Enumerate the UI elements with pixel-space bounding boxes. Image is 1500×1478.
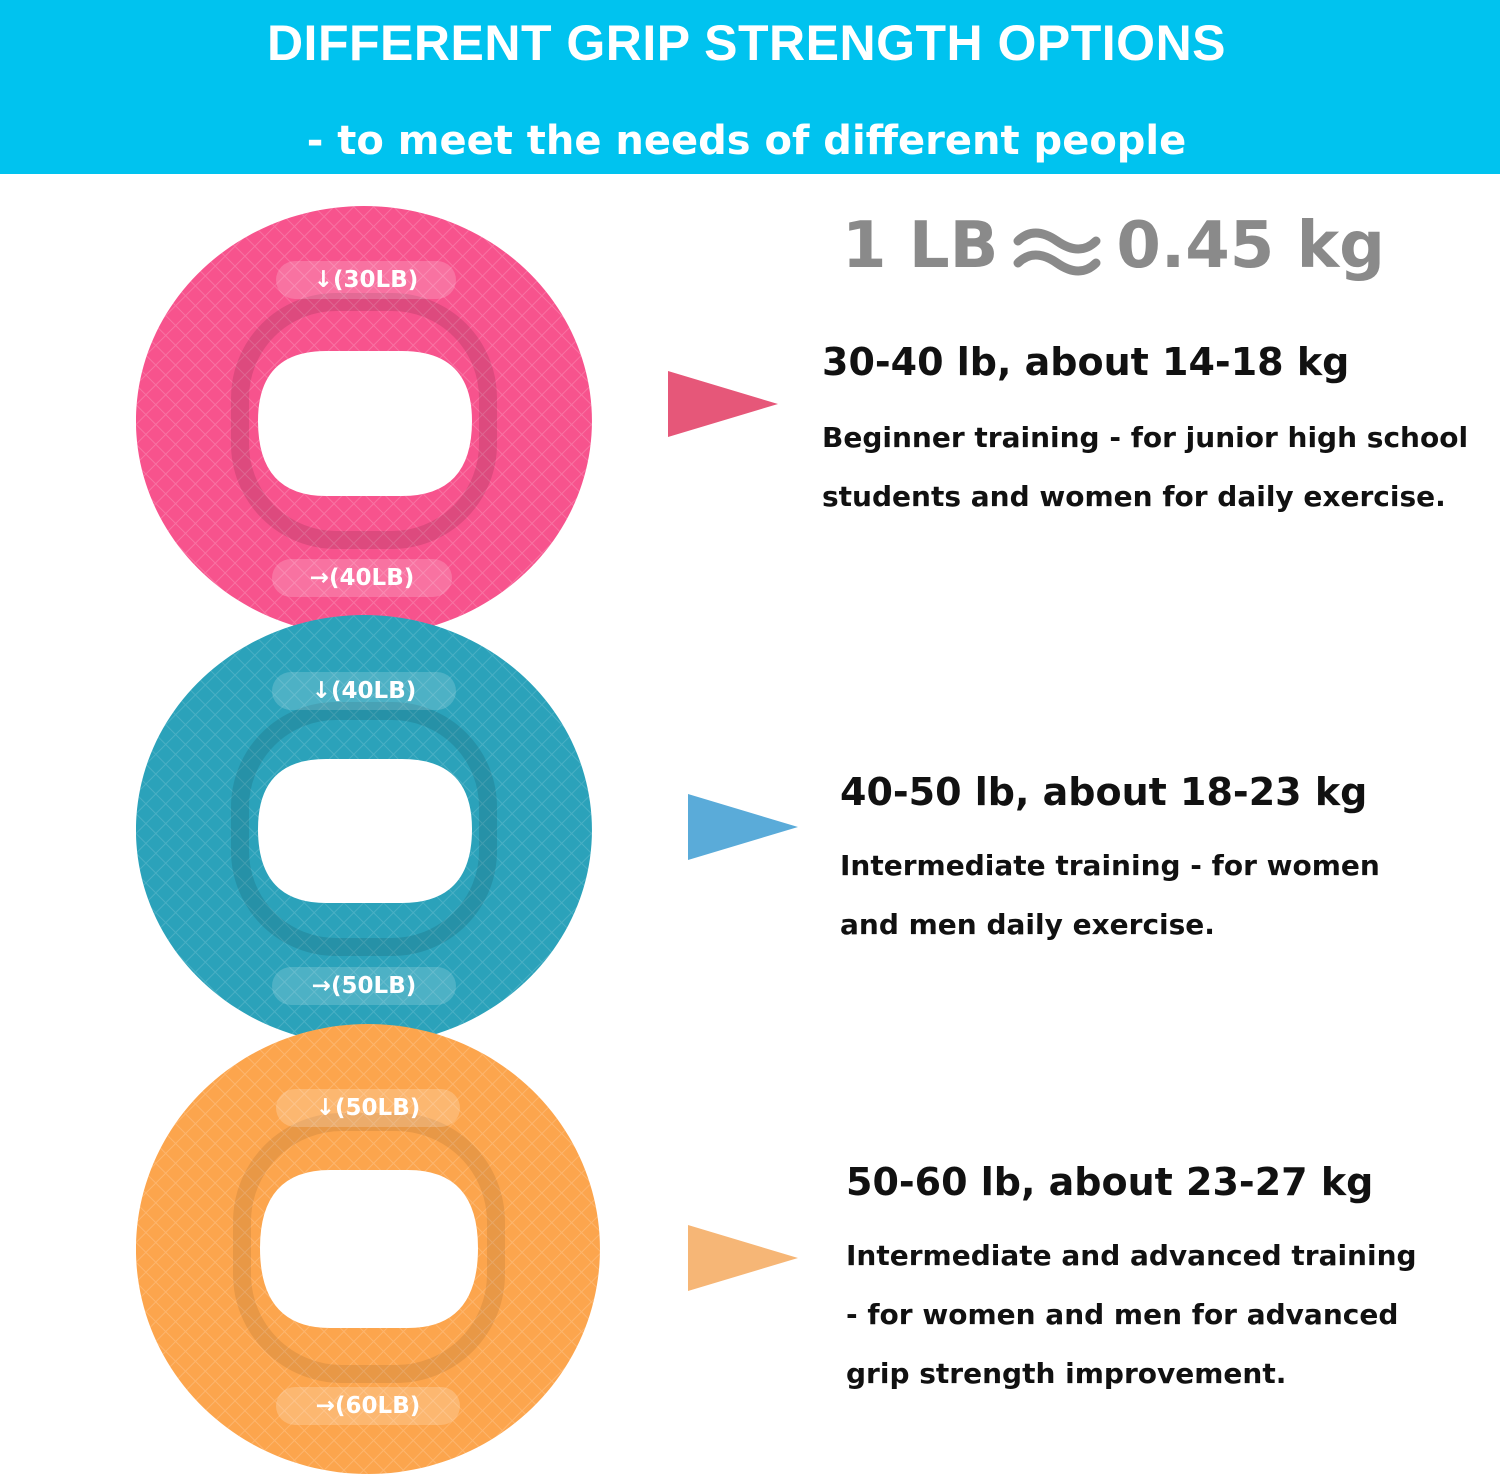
grip-ring-teal: ↓(40LB) →(50LB) [136, 615, 592, 1045]
ring-bottom-label: →(50LB) [272, 967, 456, 1005]
option-2-description: Intermediate training - for women and me… [840, 836, 1380, 954]
option-3-description: Intermediate and advanced training - for… [846, 1226, 1417, 1403]
pointer-arrow-pink [668, 371, 778, 437]
grip-ring-orange-shape [136, 1024, 600, 1474]
grip-ring-pink: ↓(30LB) →(40LB) [136, 206, 592, 636]
option-2-heading: 40-50 lb, about 18-23 kg [840, 770, 1368, 814]
conversion-right: 0.45 kg [1116, 209, 1385, 283]
option-1-heading: 30-40 lb, about 14-18 kg [822, 340, 1350, 384]
description-line: students and women for daily exercise. [822, 480, 1446, 513]
ring-bottom-label: →(40LB) [272, 559, 452, 597]
description-line: Intermediate training - for women [840, 849, 1380, 882]
pointer-arrow-orange [688, 1225, 798, 1291]
description-line: - for women and men for advanced [846, 1298, 1399, 1331]
description-line: grip strength improvement. [846, 1357, 1287, 1390]
banner-title: DIFFERENT GRIP STRENGTH OPTIONS [266, 15, 1227, 71]
conversion-left: 1 LB [842, 209, 999, 283]
ring-top-label: ↓(40LB) [272, 672, 456, 710]
ring-bottom-label: →(60LB) [276, 1387, 460, 1425]
description-line: Intermediate and advanced training [846, 1239, 1417, 1272]
ring-top-label: ↓(50LB) [276, 1089, 460, 1127]
description-line: and men daily exercise. [840, 908, 1215, 941]
grip-ring-orange: ↓(50LB) →(60LB) [136, 1024, 600, 1474]
pointer-arrow-blue [688, 794, 798, 860]
option-1-description: Beginner training - for junior high scho… [822, 408, 1468, 526]
header-banner: DIFFERENT GRIP STRENGTH OPTIONS - to mee… [0, 0, 1500, 174]
approx-icon [1013, 228, 1101, 276]
grip-ring-teal-shape [136, 615, 592, 1045]
unit-conversion: 1 LB 0.45 kg [842, 206, 1402, 286]
banner-subtitle: - to meet the needs of different people [306, 118, 1187, 164]
option-3-heading: 50-60 lb, about 23-27 kg [846, 1160, 1374, 1204]
grip-ring-pink-shape [136, 206, 592, 636]
description-line: Beginner training - for junior high scho… [822, 421, 1469, 454]
ring-top-label: ↓(30LB) [276, 261, 456, 299]
